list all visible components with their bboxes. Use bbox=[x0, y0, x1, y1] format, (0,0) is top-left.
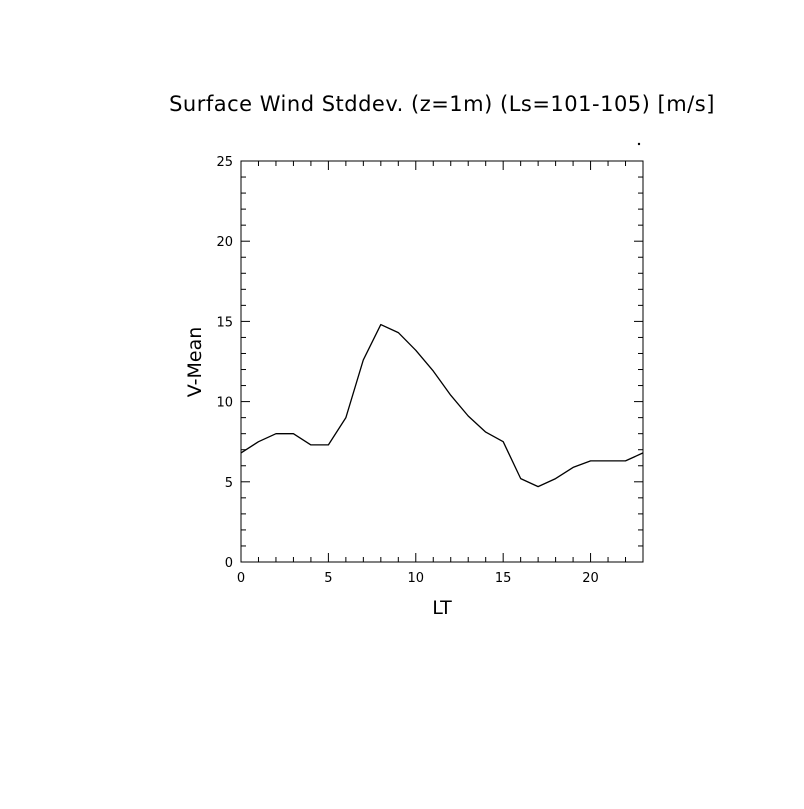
x-tick-label: 0 bbox=[237, 571, 245, 586]
x-tick-label: 10 bbox=[408, 571, 425, 586]
y-tick-label: 15 bbox=[216, 315, 233, 330]
y-tick-label: 0 bbox=[225, 556, 233, 571]
y-tick-label: 20 bbox=[216, 235, 233, 250]
corner-dot bbox=[638, 143, 640, 145]
x-tick-label: 15 bbox=[495, 571, 512, 586]
x-tick-label: 20 bbox=[582, 571, 599, 586]
y-tick-label: 5 bbox=[225, 476, 233, 491]
y-tick-label: 25 bbox=[216, 155, 233, 170]
y-tick-label: 10 bbox=[216, 396, 233, 411]
chart-title: Surface Wind Stddev. (z=1m) (Ls=101-105)… bbox=[169, 92, 715, 116]
plot-frame bbox=[241, 161, 643, 562]
axes: 0 5 10 15 20 0 5 10 15 20 25 bbox=[216, 155, 643, 586]
series-line bbox=[241, 325, 643, 487]
x-axis-title: LT bbox=[432, 597, 452, 619]
series-layer bbox=[241, 325, 643, 487]
y-axis-title: V-Mean bbox=[184, 327, 206, 398]
x-tick-label: 5 bbox=[324, 571, 332, 586]
